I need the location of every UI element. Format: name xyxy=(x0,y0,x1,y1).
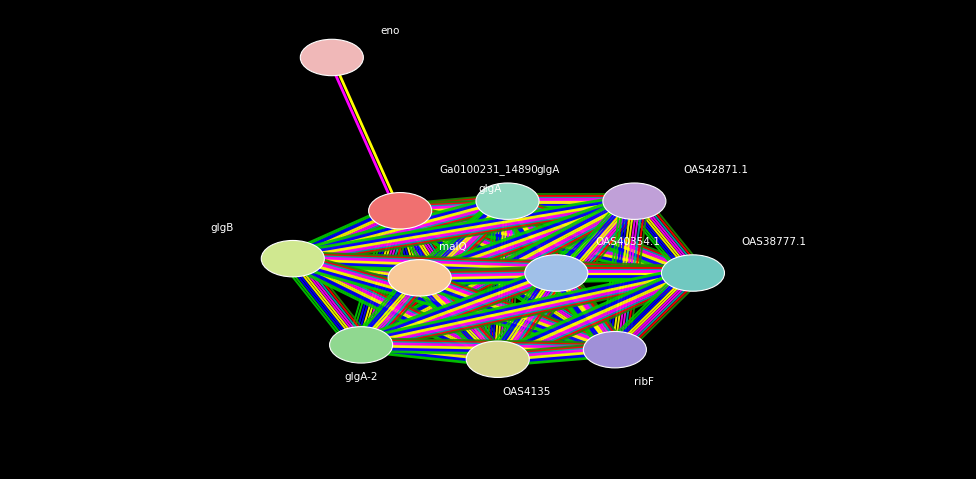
Text: malQ: malQ xyxy=(439,242,467,251)
Ellipse shape xyxy=(603,183,666,219)
Ellipse shape xyxy=(467,341,529,377)
Ellipse shape xyxy=(584,331,646,368)
Text: eno: eno xyxy=(381,26,400,36)
Text: OAS4135: OAS4135 xyxy=(503,387,551,397)
Text: glgA: glgA xyxy=(478,184,502,194)
Ellipse shape xyxy=(662,255,724,291)
Ellipse shape xyxy=(301,39,363,76)
Ellipse shape xyxy=(525,255,588,291)
Text: Ga0100231_14890: Ga0100231_14890 xyxy=(439,164,538,175)
Text: glgA-2: glgA-2 xyxy=(345,373,378,382)
Ellipse shape xyxy=(476,183,539,219)
Text: ribF: ribF xyxy=(634,377,654,387)
Ellipse shape xyxy=(330,327,392,363)
Text: OAS38777.1: OAS38777.1 xyxy=(742,237,807,247)
Text: glgB: glgB xyxy=(211,223,234,232)
Text: glgA: glgA xyxy=(537,165,560,175)
Text: OAS42871.1: OAS42871.1 xyxy=(683,165,749,175)
Ellipse shape xyxy=(262,240,324,277)
Text: OAS40354.1: OAS40354.1 xyxy=(595,237,660,247)
Ellipse shape xyxy=(388,260,451,296)
Ellipse shape xyxy=(369,193,431,229)
